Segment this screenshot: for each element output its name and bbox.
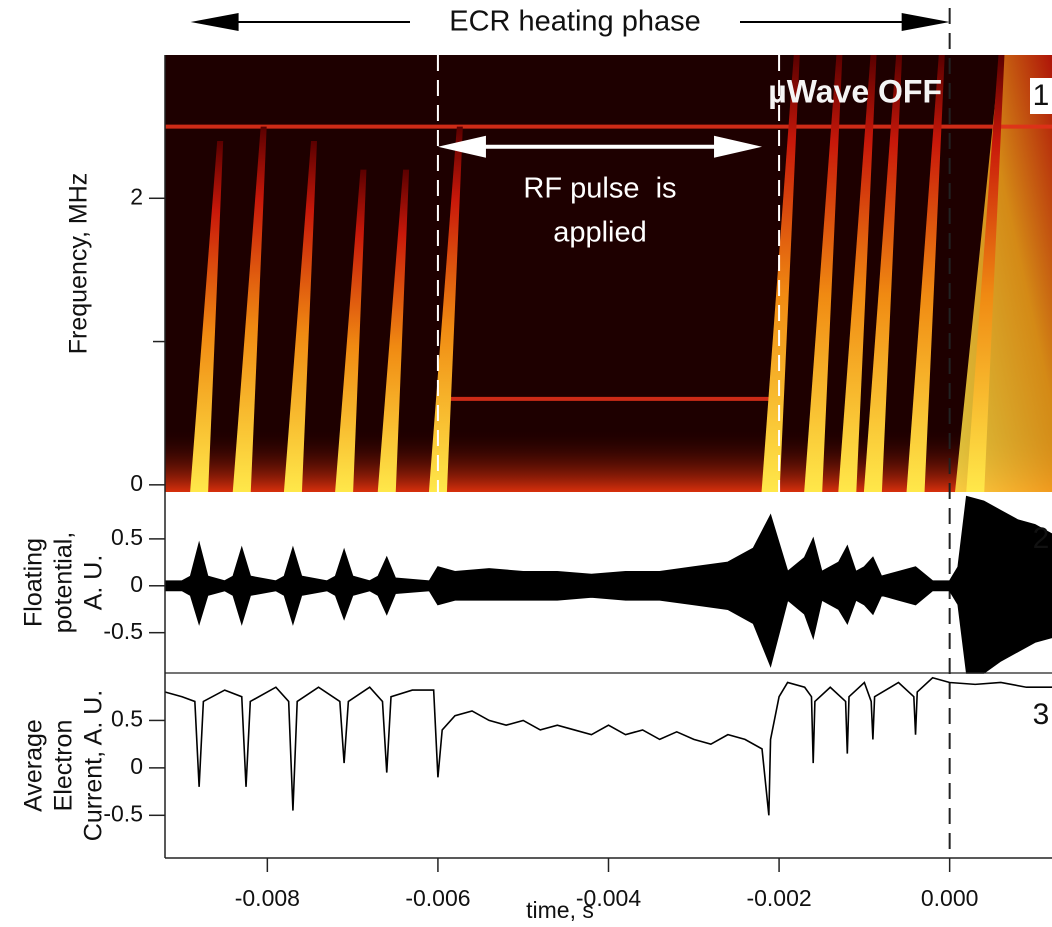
arrow-head bbox=[901, 13, 950, 31]
burst-streak bbox=[966, 55, 1005, 492]
arrow-head bbox=[714, 135, 763, 158]
rf-label: RF pulse is bbox=[523, 173, 676, 205]
burst-streak bbox=[863, 55, 903, 492]
x-axis-label: time, s bbox=[526, 897, 594, 923]
arrow-head bbox=[190, 13, 239, 31]
y-tick-label: 0 bbox=[130, 753, 143, 779]
label-background bbox=[410, 4, 740, 42]
y-axis-label: Frequency, MHz bbox=[65, 173, 93, 355]
rf-label: applied bbox=[553, 217, 647, 249]
panel-number: 2 bbox=[1033, 522, 1050, 555]
envelope-fill bbox=[165, 496, 1052, 673]
y-tick-label: 0.5 bbox=[111, 706, 143, 732]
envelope-upper bbox=[165, 495, 1052, 582]
envelope-lower bbox=[165, 589, 1052, 674]
y-axis-label: Average bbox=[20, 719, 48, 812]
x-tick-label: -0.006 bbox=[405, 885, 470, 911]
burst-streak bbox=[838, 55, 877, 492]
y-tick-label: 0 bbox=[130, 470, 143, 496]
uwave-label: µWave OFF bbox=[768, 73, 942, 109]
y-tick-label: -0.5 bbox=[103, 618, 143, 644]
y-tick-label: -0.5 bbox=[103, 800, 143, 826]
burst-streak bbox=[377, 169, 410, 492]
panel-number: 3 bbox=[1033, 698, 1050, 731]
y-axis-label: A. U. bbox=[80, 555, 108, 611]
x-tick-label: -0.004 bbox=[576, 885, 641, 911]
current-trace bbox=[164, 676, 1052, 816]
panel-number-box bbox=[1030, 78, 1052, 114]
burst-streak bbox=[232, 126, 267, 492]
panel-number: 1 bbox=[1033, 79, 1050, 112]
ecr-label: ECR heating phase bbox=[449, 6, 701, 38]
burst-streak bbox=[190, 140, 224, 492]
burst-streak bbox=[335, 169, 367, 492]
burst-streak bbox=[283, 140, 317, 492]
y-tick-label: 0 bbox=[130, 571, 143, 597]
arrow-head bbox=[437, 135, 486, 158]
x-tick-label: -0.008 bbox=[235, 885, 300, 911]
x-tick-label: 0.000 bbox=[921, 885, 979, 911]
y-axis-label: Floating bbox=[20, 538, 48, 627]
y-tick-label: 0.5 bbox=[111, 524, 143, 550]
burst-streak bbox=[428, 126, 463, 492]
burst-streak bbox=[804, 55, 843, 492]
burst-streak bbox=[761, 55, 800, 492]
burst-streak bbox=[906, 55, 945, 492]
y-axis-label: potential, bbox=[50, 532, 78, 633]
y-axis-label: Electron bbox=[50, 720, 78, 812]
noise-floor bbox=[165, 430, 1052, 492]
y-tick-label: 2 bbox=[130, 183, 143, 209]
y-axis-label: Current, A. U. bbox=[80, 690, 108, 841]
x-tick-label: -0.002 bbox=[746, 885, 811, 911]
spectrogram bbox=[165, 55, 1052, 492]
